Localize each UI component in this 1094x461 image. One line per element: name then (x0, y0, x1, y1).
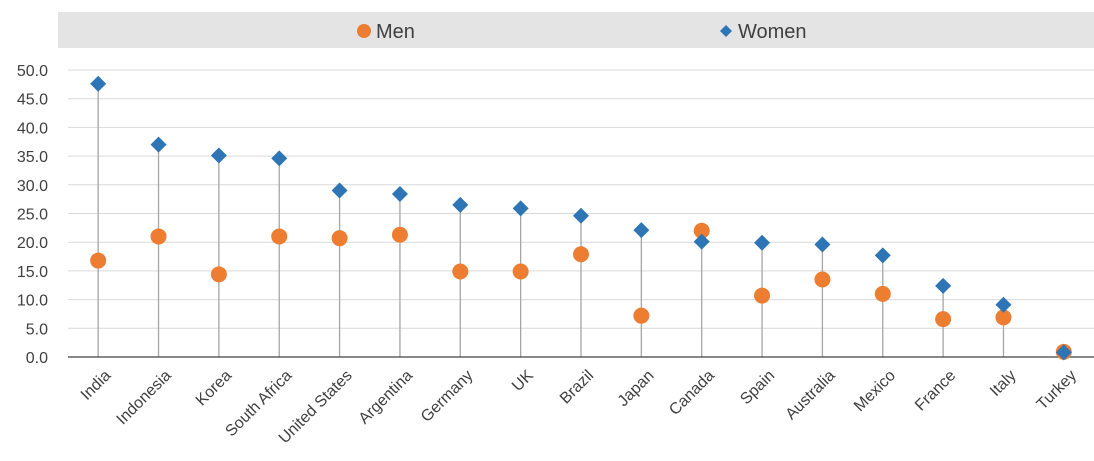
men-series (90, 222, 1072, 360)
women-point (874, 247, 891, 264)
x-tick-label: Mexico (851, 367, 899, 415)
women-point (754, 234, 771, 251)
men-point (512, 263, 529, 280)
x-tick-label: Australia (783, 367, 839, 423)
x-tick-label: India (78, 367, 115, 404)
x-tick-label: France (912, 367, 959, 414)
men-point (452, 263, 469, 280)
legend-men-label: Men (376, 21, 415, 43)
men-point (633, 307, 650, 324)
women-point (995, 296, 1012, 313)
dumbbell-stems (97, 83, 1065, 357)
men-point (935, 311, 952, 328)
women-point (391, 185, 408, 202)
x-tick-label: Korea (193, 367, 235, 409)
x-tick-label: Germany (418, 367, 477, 426)
legend-women-marker (720, 25, 732, 37)
y-axis-tick-labels: 0.0 5.0 10.0 15.0 20.0 25.0 30.0 35.0 40.0 45.0 50… (17, 63, 48, 367)
men-point (331, 230, 348, 247)
x-tick-label: Italy (987, 367, 1020, 400)
women-series (90, 75, 1072, 361)
x-tick-label: Brazil (557, 367, 597, 407)
men-point (754, 287, 771, 304)
x-tick-label: Spain (737, 367, 778, 408)
y-tick-label: 30.0 (17, 178, 48, 195)
women-point (452, 196, 469, 213)
men-point (995, 309, 1012, 326)
y-tick-label: 35.0 (17, 149, 48, 166)
women-point (814, 236, 831, 253)
men-point (271, 228, 288, 245)
men-point (391, 226, 408, 243)
men-point (874, 285, 891, 302)
y-tick-label: 45.0 (17, 92, 48, 109)
x-tick-label: Canada (666, 367, 718, 419)
men-point (693, 222, 710, 239)
x-tick-label: Argentina (356, 367, 417, 428)
men-point (90, 252, 107, 269)
men-point (573, 246, 589, 263)
legend-women-label: Women (738, 21, 807, 43)
y-tick-label: 40.0 (17, 120, 48, 137)
women-point (331, 182, 348, 199)
women-point (633, 222, 650, 239)
men-point (150, 228, 167, 245)
y-tick-label: 20.0 (17, 235, 48, 252)
y-tick-label: 10.0 (17, 293, 48, 310)
x-tick-label: UK (509, 367, 537, 395)
x-tick-label: Indonesia (114, 367, 175, 428)
women-point (935, 277, 952, 294)
y-tick-label: 0.0 (26, 350, 48, 367)
y-tick-label: 5.0 (26, 321, 48, 338)
x-tick-label: Japan (615, 367, 658, 410)
women-point (210, 147, 227, 164)
x-tick-label: Turkey (1034, 367, 1080, 413)
women-point (90, 75, 107, 92)
men-point (814, 271, 831, 288)
y-tick-label: 25.0 (17, 207, 48, 224)
legend-background (58, 12, 1094, 48)
legend-men-marker (357, 24, 371, 38)
women-point (1055, 344, 1072, 361)
women-point (150, 136, 167, 153)
women-point (693, 233, 710, 250)
y-tick-label: 50.0 (17, 63, 48, 80)
legend: Men Women (357, 21, 807, 43)
men-point (210, 266, 227, 283)
women-point (271, 150, 288, 167)
women-point (512, 200, 529, 217)
women-point (573, 207, 589, 224)
y-tick-label: 15.0 (17, 264, 48, 281)
